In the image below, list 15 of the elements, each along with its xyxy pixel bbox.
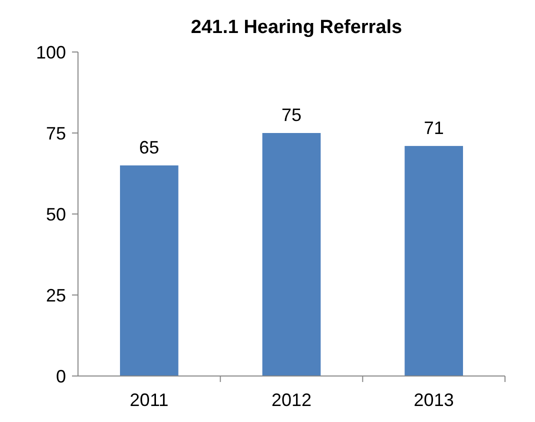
x-tick-label: 2012 <box>271 390 312 410</box>
data-label: 71 <box>424 118 444 138</box>
data-label: 65 <box>139 137 160 158</box>
y-tick-label: 25 <box>46 285 66 306</box>
x-tick-label: 2011 <box>130 390 169 410</box>
y-tick-label: 100 <box>36 42 66 62</box>
chart-title: 241.1 Hearing Referrals <box>190 17 402 38</box>
y-tick-label: 50 <box>46 204 66 224</box>
bar <box>120 165 178 376</box>
x-tick-label: 2013 <box>414 390 454 410</box>
y-tick-label: 75 <box>46 123 66 144</box>
bar <box>262 133 321 376</box>
bar <box>404 146 464 376</box>
y-tick-label: 0 <box>56 366 66 386</box>
data-label: 75 <box>281 105 302 125</box>
